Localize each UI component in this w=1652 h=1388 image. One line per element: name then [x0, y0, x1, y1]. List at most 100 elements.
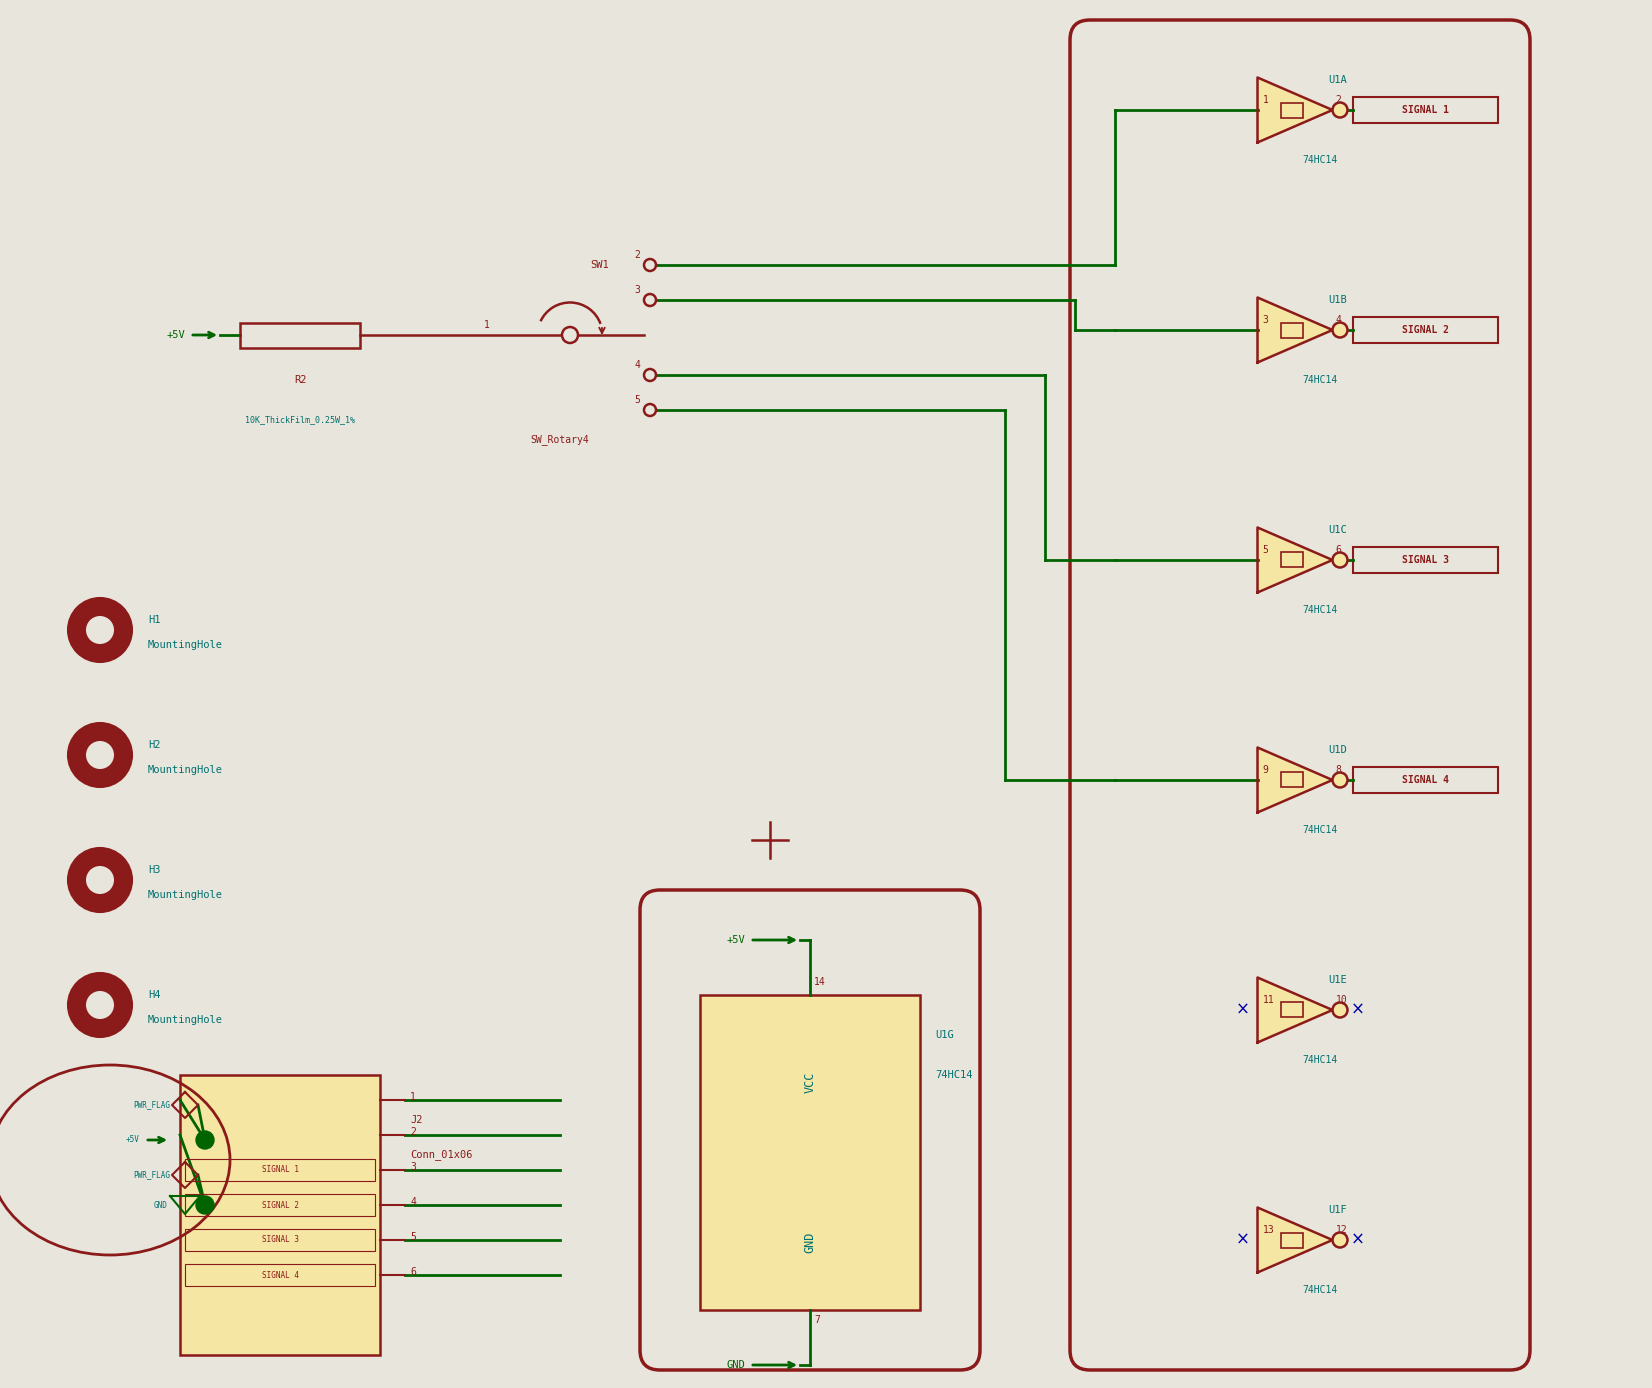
Circle shape	[644, 294, 656, 305]
Text: GND: GND	[727, 1360, 745, 1370]
Text: 3: 3	[1262, 315, 1269, 325]
Text: 1: 1	[484, 321, 491, 330]
Circle shape	[1333, 773, 1348, 787]
Text: 13: 13	[1262, 1226, 1274, 1235]
Circle shape	[562, 328, 578, 343]
Circle shape	[68, 973, 132, 1037]
Text: 14: 14	[814, 977, 826, 987]
Circle shape	[1333, 1233, 1348, 1248]
Text: MountingHole: MountingHole	[149, 1015, 223, 1024]
Text: 2: 2	[410, 1127, 416, 1137]
Circle shape	[68, 723, 132, 787]
Text: 3: 3	[634, 285, 639, 296]
Text: H2: H2	[149, 740, 160, 750]
Text: +5V: +5V	[727, 936, 745, 945]
Text: 74HC14: 74HC14	[1302, 155, 1338, 165]
Text: 5: 5	[634, 396, 639, 405]
FancyBboxPatch shape	[1280, 552, 1303, 568]
Text: U1B: U1B	[1328, 296, 1348, 305]
Circle shape	[1333, 103, 1348, 118]
Text: ×: ×	[1351, 1231, 1365, 1249]
Text: U1D: U1D	[1328, 745, 1348, 755]
Text: 6: 6	[410, 1267, 416, 1277]
Text: 74HC14: 74HC14	[1302, 1285, 1338, 1295]
Text: SIGNAL 2: SIGNAL 2	[1401, 325, 1449, 335]
Text: H4: H4	[149, 990, 160, 999]
Text: 10K_ThickFilm_0.25W_1%: 10K_ThickFilm_0.25W_1%	[244, 415, 355, 425]
Circle shape	[86, 866, 114, 894]
Text: 7: 7	[814, 1314, 819, 1326]
Text: 4: 4	[634, 359, 639, 371]
Text: GND: GND	[154, 1201, 167, 1209]
Text: U1E: U1E	[1328, 974, 1348, 985]
Text: 5: 5	[1262, 545, 1269, 555]
Circle shape	[1333, 1002, 1348, 1017]
Text: 1: 1	[410, 1092, 416, 1102]
Text: 74HC14: 74HC14	[1302, 1055, 1338, 1065]
Text: SIGNAL 1: SIGNAL 1	[261, 1166, 299, 1174]
Circle shape	[68, 598, 132, 662]
Text: ×: ×	[1351, 1001, 1365, 1019]
Circle shape	[644, 260, 656, 271]
Text: 2: 2	[1335, 94, 1341, 105]
Text: 6: 6	[1335, 545, 1341, 555]
Text: SW1: SW1	[590, 260, 608, 271]
Text: 74HC14: 74HC14	[1302, 605, 1338, 615]
Circle shape	[644, 404, 656, 416]
Circle shape	[197, 1196, 215, 1214]
Text: 9: 9	[1262, 765, 1269, 775]
Text: ×: ×	[1236, 1001, 1249, 1019]
Circle shape	[86, 616, 114, 644]
Text: MountingHole: MountingHole	[149, 640, 223, 650]
Text: 1: 1	[1262, 94, 1269, 105]
Polygon shape	[1257, 1208, 1333, 1273]
Text: Conn_01x06: Conn_01x06	[410, 1149, 472, 1160]
FancyBboxPatch shape	[1280, 322, 1303, 337]
Polygon shape	[1257, 527, 1333, 593]
Text: R2: R2	[294, 375, 306, 384]
FancyBboxPatch shape	[180, 1074, 380, 1355]
FancyBboxPatch shape	[1280, 773, 1303, 787]
Text: J2: J2	[410, 1115, 423, 1126]
Circle shape	[1333, 322, 1348, 337]
Circle shape	[86, 741, 114, 769]
Circle shape	[86, 991, 114, 1019]
Text: 74HC14: 74HC14	[1302, 824, 1338, 836]
Text: SW_Rotary4: SW_Rotary4	[530, 434, 588, 446]
Text: 11: 11	[1262, 995, 1274, 1005]
Text: MountingHole: MountingHole	[149, 890, 223, 899]
Text: PWR_FLAG: PWR_FLAG	[134, 1170, 170, 1180]
Text: VCC: VCC	[803, 1072, 816, 1094]
Circle shape	[197, 1131, 215, 1149]
FancyBboxPatch shape	[700, 995, 920, 1310]
Text: H3: H3	[149, 865, 160, 874]
Text: +5V: +5V	[126, 1135, 140, 1145]
Text: 3: 3	[410, 1162, 416, 1171]
Text: U1C: U1C	[1328, 525, 1348, 534]
Text: SIGNAL 1: SIGNAL 1	[1401, 105, 1449, 115]
Text: +5V: +5V	[167, 330, 185, 340]
Text: MountingHole: MountingHole	[149, 765, 223, 775]
Text: 2: 2	[634, 250, 639, 260]
Text: GND: GND	[803, 1231, 816, 1253]
Text: U1F: U1F	[1328, 1205, 1348, 1214]
Text: SIGNAL 4: SIGNAL 4	[1401, 775, 1449, 786]
Text: ×: ×	[1236, 1231, 1249, 1249]
FancyBboxPatch shape	[1280, 103, 1303, 118]
Text: U1G: U1G	[935, 1030, 953, 1040]
Polygon shape	[1257, 977, 1333, 1042]
Text: 10: 10	[1335, 995, 1348, 1005]
FancyBboxPatch shape	[1280, 1002, 1303, 1017]
Circle shape	[68, 848, 132, 912]
FancyBboxPatch shape	[1280, 1233, 1303, 1248]
Circle shape	[1333, 552, 1348, 568]
Text: 74HC14: 74HC14	[1302, 375, 1338, 384]
Text: SIGNAL 3: SIGNAL 3	[261, 1235, 299, 1245]
Text: 74HC14: 74HC14	[935, 1070, 973, 1080]
Polygon shape	[1257, 297, 1333, 362]
Text: 4: 4	[1335, 315, 1341, 325]
Text: SIGNAL 3: SIGNAL 3	[1401, 555, 1449, 565]
Text: 4: 4	[410, 1196, 416, 1208]
Text: SIGNAL 2: SIGNAL 2	[261, 1201, 299, 1209]
Polygon shape	[1257, 78, 1333, 143]
